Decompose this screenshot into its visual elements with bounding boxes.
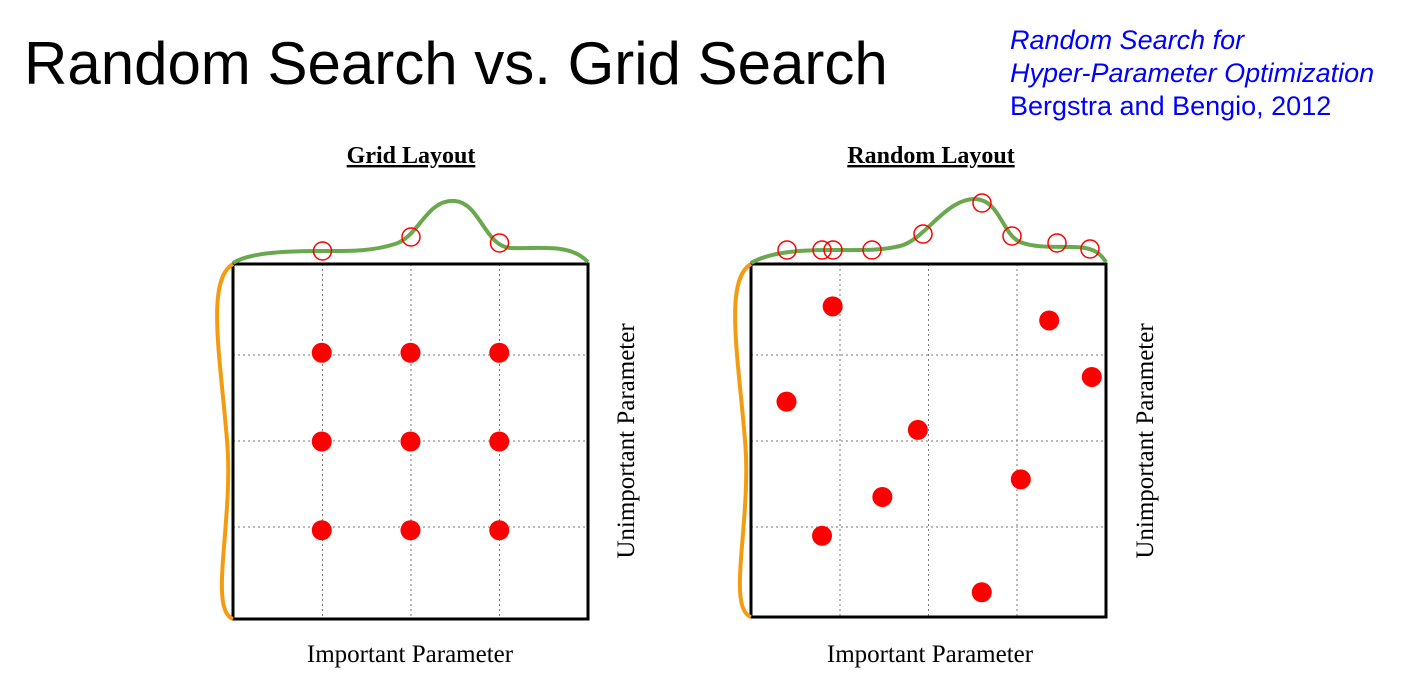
sample-point [400,431,421,452]
projected-sample-marker [489,233,510,253]
projected-sample-marker [1047,233,1067,253]
projected-samples-grid [312,227,510,261]
sample-point [311,342,332,363]
grid-lines [751,264,1106,617]
sample-points-random [776,296,1102,603]
projected-sample-marker [312,241,333,261]
citation: Random Search for Hyper-Parameter Optimi… [1010,24,1374,123]
sample-point [311,431,332,452]
citation-line-1: Random Search for [1010,25,1245,55]
y-axis-label-grid: Unimportant Parameter [613,323,640,559]
slide-title: Random Search vs. Grid Search [24,30,888,97]
random-layout-panel: Random Layout Important Parameter Unimpo… [733,143,1159,668]
sample-point [776,391,797,412]
projected-sample-marker [862,240,882,260]
important-parameter-curve [749,196,1108,265]
projected-sample-marker [812,240,832,260]
sample-point [1081,366,1102,387]
sample-point [489,431,510,452]
projected-sample-marker [401,227,421,247]
unimportant-parameter-curve [215,262,235,621]
sample-point [822,296,843,317]
citation-line-3: Bergstra and Bengio, 2012 [1010,91,1332,121]
important-parameter-curve [231,198,590,265]
sample-point [812,525,832,546]
projected-sample-marker [913,224,933,244]
projected-sample-marker [777,240,797,260]
grid-layout-panel: Grid Layout Important Parameter Unimport… [215,143,640,668]
projected-sample-marker [972,193,992,213]
sample-point [907,419,928,440]
sample-point [489,342,510,363]
citation-line-2: Hyper-Parameter Optimization [1010,58,1375,88]
projected-sample-marker [1002,226,1022,246]
sample-point [400,342,421,363]
y-axis-label-random: Unimportant Parameter [1132,323,1159,559]
plot-frame-random [749,262,1108,619]
projected-sample-marker [823,240,843,260]
unimportant-parameter-curve [733,262,753,619]
projected-samples-random [777,193,1100,260]
sample-point [971,582,992,603]
sample-point [311,520,332,541]
sample-point [400,520,421,541]
projected-sample-marker [1080,239,1100,259]
sample-point [872,486,893,507]
x-axis-label-random: Important Parameter [827,641,1034,668]
sample-points-grid [311,342,510,541]
grid-lines [233,264,588,619]
sample-point [1010,469,1031,490]
sample-point [489,520,510,541]
panel-title-random: Random Layout [847,143,1014,169]
sample-point [1039,310,1060,331]
x-axis-label-grid: Important Parameter [307,641,514,668]
panel-title-grid: Grid Layout [347,143,476,169]
plot-frame-grid [231,262,590,621]
